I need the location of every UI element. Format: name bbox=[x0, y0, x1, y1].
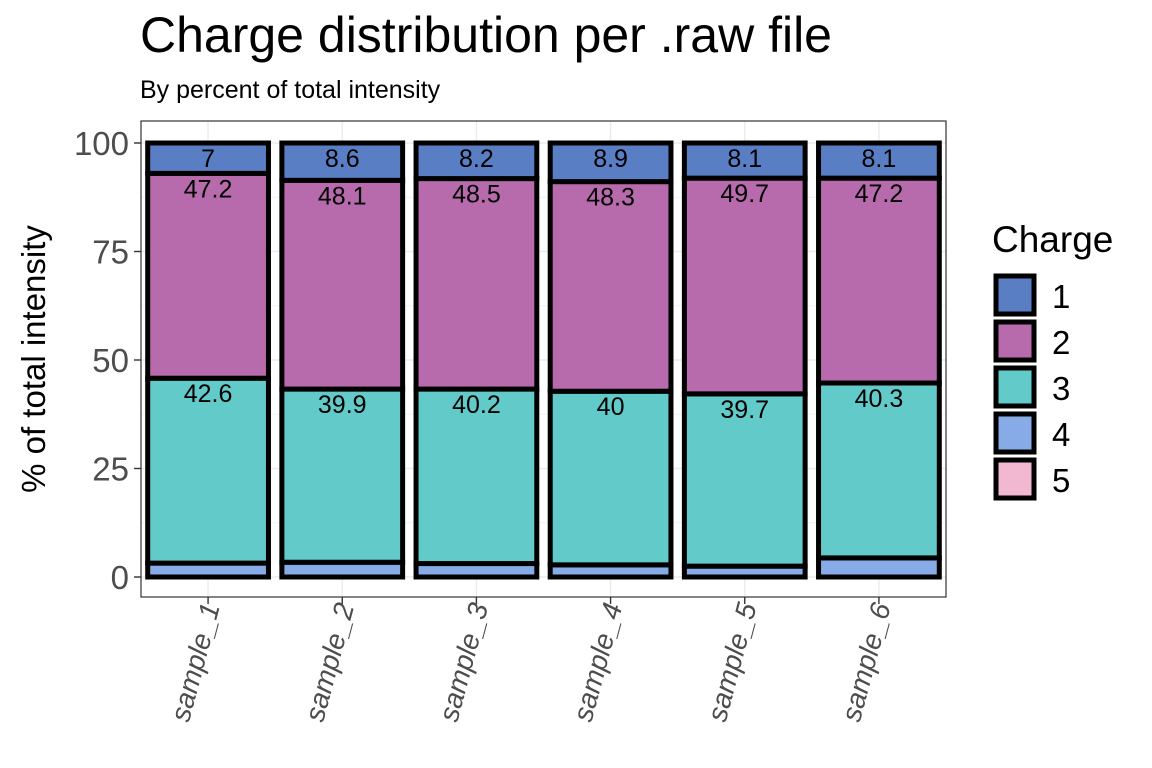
bars bbox=[145, 140, 942, 580]
x-axis: sample_1 sample_2 sample_3 sample_4 sample_5… bbox=[165, 597, 897, 725]
data-label: 47.2 bbox=[184, 175, 233, 203]
bar-segment-charge-2 bbox=[547, 179, 674, 394]
x-tick-label: sample_5 bbox=[701, 599, 762, 725]
data-label: 39.9 bbox=[318, 391, 367, 419]
plot-panel-border bbox=[140, 120, 947, 598]
legend-title: Charge bbox=[992, 219, 1113, 260]
legend-key-charge-3 bbox=[993, 365, 1037, 409]
data-label: 7 bbox=[201, 145, 215, 173]
bar-segment-charge-3 bbox=[413, 386, 540, 567]
legend-label: 3 bbox=[1052, 370, 1070, 407]
bar-segment-charge-3 bbox=[279, 386, 406, 565]
bar-segment-charge-2 bbox=[145, 170, 271, 381]
data-label: 8.1 bbox=[862, 145, 897, 173]
legend-label: 5 bbox=[1052, 462, 1070, 499]
data-label: 8.9 bbox=[593, 145, 628, 173]
data-label: 47.2 bbox=[855, 180, 904, 208]
chart-title: Charge distribution per .raw file bbox=[140, 7, 832, 63]
bar-segment-charge-2 bbox=[413, 176, 540, 392]
bar-segment-charge-1 bbox=[816, 140, 942, 181]
bar-segment-charge-2 bbox=[279, 177, 406, 392]
y-tick-label: 0 bbox=[111, 559, 129, 596]
bar-segment-charge-1 bbox=[681, 140, 808, 181]
legend-label: 4 bbox=[1052, 416, 1070, 453]
data-label: 48.3 bbox=[586, 184, 635, 212]
bar-segment-charge-3 bbox=[547, 388, 674, 568]
legend-key-charge-4 bbox=[993, 411, 1037, 455]
legend: Charge 1 2 3 4 5 bbox=[992, 219, 1113, 501]
data-label: 49.7 bbox=[720, 180, 769, 208]
legend-key-charge-2 bbox=[993, 319, 1037, 363]
y-axis-label: % of total intensity bbox=[15, 225, 52, 493]
y-tick-label: 75 bbox=[92, 234, 129, 271]
bar-segment-charge-1 bbox=[279, 140, 406, 183]
x-tick-label: sample_3 bbox=[433, 599, 494, 725]
y-tick-label: 100 bbox=[74, 125, 129, 162]
x-tick-label: sample_4 bbox=[567, 600, 628, 725]
y-axis: 0 25 50 75 100 bbox=[74, 125, 141, 596]
data-labels: 42.647.2739.948.18.640.248.58.24048.38.9… bbox=[184, 145, 904, 424]
legend-key-charge-1 bbox=[993, 273, 1037, 317]
x-tick-label: sample_1 bbox=[165, 600, 226, 725]
x-tick-label: sample_2 bbox=[299, 599, 360, 725]
data-label: 40.3 bbox=[855, 385, 904, 413]
data-label: 42.6 bbox=[184, 380, 233, 408]
legend-key-charge-5 bbox=[993, 457, 1037, 501]
data-label: 8.2 bbox=[459, 145, 494, 173]
y-tick-label: 50 bbox=[92, 342, 129, 379]
data-label: 48.5 bbox=[452, 181, 501, 209]
data-label: 39.7 bbox=[720, 396, 769, 424]
x-tick-label: sample_6 bbox=[835, 599, 896, 725]
data-label: 40 bbox=[597, 393, 625, 421]
bar-segment-charge-4 bbox=[816, 555, 942, 580]
bar-segment-charge-1 bbox=[547, 140, 674, 185]
data-label: 48.1 bbox=[318, 182, 367, 210]
bar-segment-charge-1 bbox=[145, 140, 271, 176]
chart-subtitle: By percent of total intensity bbox=[140, 76, 441, 104]
bar-segment-charge-2 bbox=[681, 175, 808, 397]
y-tick-label: 25 bbox=[92, 451, 129, 488]
data-label: 8.6 bbox=[325, 145, 360, 173]
legend-label: 2 bbox=[1052, 324, 1070, 361]
bar-segment-charge-3 bbox=[145, 375, 271, 566]
bar-segment-charge-2 bbox=[816, 175, 942, 386]
data-label: 40.2 bbox=[452, 391, 501, 419]
data-label: 8.1 bbox=[727, 145, 762, 173]
bar-segment-charge-1 bbox=[413, 140, 540, 182]
legend-label: 1 bbox=[1052, 278, 1070, 315]
